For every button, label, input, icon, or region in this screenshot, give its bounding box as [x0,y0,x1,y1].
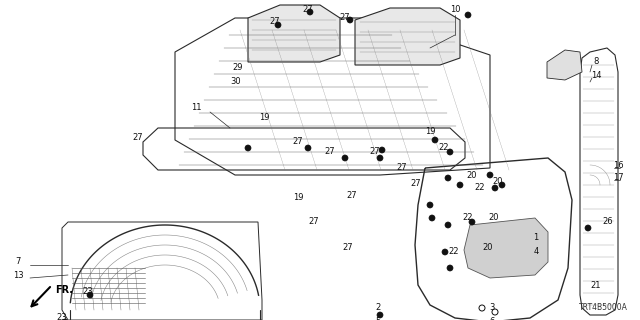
Circle shape [275,22,281,28]
Polygon shape [464,218,548,278]
Text: 1: 1 [533,234,539,243]
Polygon shape [248,5,340,62]
Text: 27: 27 [342,244,353,252]
Text: 30: 30 [230,77,241,86]
Text: 27: 27 [411,179,421,188]
Circle shape [445,175,451,181]
Circle shape [442,249,448,255]
Circle shape [377,312,383,318]
Text: 13: 13 [13,270,23,279]
Text: 4: 4 [533,247,539,257]
Text: 27: 27 [370,148,380,156]
Text: 27: 27 [347,190,357,199]
Circle shape [307,9,313,15]
Circle shape [62,319,68,320]
Text: 22: 22 [449,247,460,257]
Text: 27: 27 [303,5,314,14]
Text: 5: 5 [376,317,381,320]
Text: 16: 16 [612,161,623,170]
Circle shape [585,225,591,231]
Text: 27: 27 [269,18,280,27]
Circle shape [465,12,471,18]
Text: 26: 26 [603,218,613,227]
Text: 6: 6 [490,317,495,320]
Text: 8: 8 [593,58,598,67]
Text: 3: 3 [490,303,495,313]
Text: 21: 21 [591,281,601,290]
Polygon shape [547,50,582,80]
Text: 20: 20 [467,171,477,180]
Circle shape [492,185,498,191]
Text: 17: 17 [612,173,623,182]
Text: TRT4B5000A: TRT4B5000A [579,303,628,312]
Circle shape [427,202,433,208]
Circle shape [487,172,493,178]
Text: 23: 23 [57,314,67,320]
Circle shape [87,292,93,298]
Text: 22: 22 [439,143,449,153]
Text: 20: 20 [493,178,503,187]
Text: 19: 19 [292,194,303,203]
Circle shape [457,182,463,188]
Circle shape [499,182,505,188]
Text: 10: 10 [450,5,460,14]
Circle shape [245,145,251,151]
Text: 27: 27 [132,133,143,142]
Circle shape [379,147,385,153]
Text: 27: 27 [324,148,335,156]
Text: 19: 19 [259,114,269,123]
Circle shape [445,222,451,228]
Circle shape [305,145,311,151]
Circle shape [377,155,383,161]
Text: 27: 27 [340,13,350,22]
Text: FR.: FR. [55,285,73,295]
Text: 20: 20 [483,244,493,252]
Text: 29: 29 [233,63,243,73]
Text: 14: 14 [591,71,601,81]
Circle shape [469,219,475,225]
Circle shape [347,17,353,23]
Text: 22: 22 [463,213,473,222]
Text: 19: 19 [425,127,435,137]
Text: 27: 27 [308,218,319,227]
Circle shape [447,265,453,271]
Text: 23: 23 [83,287,93,297]
Text: 20: 20 [489,213,499,222]
Circle shape [432,137,438,143]
Text: 7: 7 [15,258,20,267]
Text: 2: 2 [376,303,381,313]
Text: 27: 27 [397,164,407,172]
Circle shape [429,215,435,221]
Text: 27: 27 [292,138,303,147]
Text: 22: 22 [475,183,485,193]
Text: 11: 11 [191,103,201,113]
Circle shape [447,149,453,155]
Polygon shape [355,8,460,65]
Circle shape [342,155,348,161]
